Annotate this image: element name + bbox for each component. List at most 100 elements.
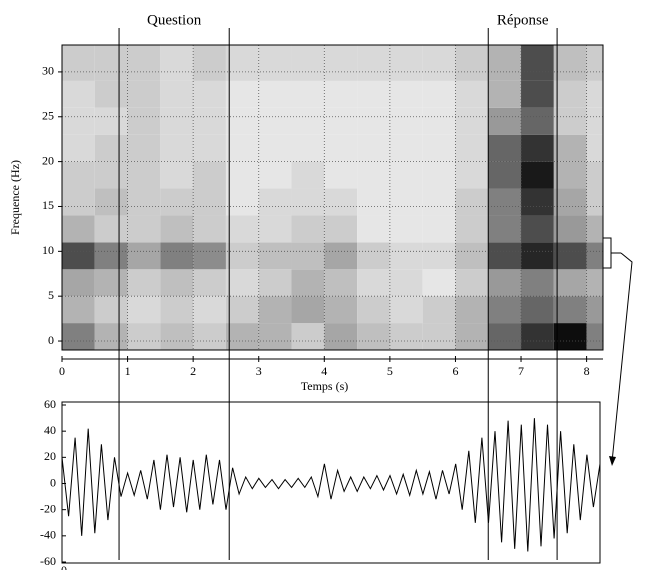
heat-cell [521,188,554,216]
heat-cell [193,242,226,270]
heat-cell [324,80,358,108]
y-tick-label: 20 [44,449,56,463]
heat-cell [291,296,325,324]
heat-cell [586,107,603,135]
heat-cell [389,80,423,108]
heat-cell [455,107,489,135]
heat-cell [291,161,325,189]
heat-cell [291,188,325,216]
heat-cell [160,269,194,297]
heat-cell [357,296,390,324]
heat-cell [553,242,587,270]
heat-cell [586,215,603,243]
heat-cell [586,242,603,270]
heat-cell [422,242,456,270]
x-tick-label: 1 [125,364,131,378]
x-tick-label: 7 [518,364,524,378]
heat-cell [193,161,226,189]
heat-cell [127,45,161,81]
y-tick-label: 10 [42,243,54,257]
heat-cell [127,161,161,189]
heat-cell [455,161,489,189]
y-tick-label: 40 [44,423,56,437]
heat-cell [422,161,456,189]
heat-cell [62,242,95,270]
heat-cell [389,107,423,135]
heat-cell [127,269,161,297]
heat-cell [94,215,128,243]
heat-cell [160,161,194,189]
heat-cell [455,296,489,324]
heat-cell [357,134,390,162]
heat-cell [62,215,95,243]
heat-cell [62,161,95,189]
heat-cell [357,161,390,189]
heat-cell [193,269,226,297]
heat-cell [455,80,489,108]
heat-cell [521,80,554,108]
heat-cell [488,269,522,297]
heat-cell [389,161,423,189]
heat-cell [225,45,259,81]
heat-cell [553,161,587,189]
arrow [611,252,633,463]
heat-cell [291,45,325,81]
heat-cell [94,45,128,81]
heat-cell [586,80,603,108]
heat-cell [160,45,194,81]
heat-cell [62,296,95,324]
heat-cell [389,323,423,350]
heat-cell [62,80,95,108]
heat-cell [488,323,522,350]
heat-cell [422,134,456,162]
annotation-label: Réponse [497,12,549,28]
heat-cell [62,269,95,297]
heat-cell [193,107,226,135]
heat-cell [225,161,259,189]
heat-cell [258,296,292,324]
heat-cell [127,134,161,162]
heat-cell [258,45,292,81]
heat-cell [521,323,554,350]
heat-cell [127,215,161,243]
heat-cell [160,188,194,216]
waveform [61,418,601,552]
heat-cell [422,188,456,216]
y-tick-label: -60 [40,554,56,568]
heat-cell [225,188,259,216]
y-tick-label: 60 [44,397,56,411]
heat-cell [160,134,194,162]
heat-cell [521,296,554,324]
heat-cell [291,107,325,135]
x-axis-title: Temps (s) [301,379,348,393]
heat-cell [357,215,390,243]
heat-cell [455,188,489,216]
x-tick-label: 8 [584,364,590,378]
y-axis-title: Frequence (Hz) [8,160,22,235]
x-tick-label: 5 [387,364,393,378]
x-tick-label: 0 [61,563,67,570]
x-tick-label: 3 [256,364,262,378]
heat-cell [94,296,128,324]
x-tick-label: 0 [59,364,65,378]
heat-cell [455,134,489,162]
heat-cell [553,215,587,243]
heat-cell [225,269,259,297]
heat-cell [455,242,489,270]
heat-cell [586,323,603,350]
heat-cell [422,80,456,108]
heat-cell [127,323,161,350]
heat-cell [422,323,456,350]
heat-cell [324,215,358,243]
heat-cell [357,188,390,216]
heat-cell [389,296,423,324]
heat-cell [291,134,325,162]
heat-cell [389,215,423,243]
y-tick-label: 25 [42,109,54,123]
heat-cell [521,134,554,162]
heat-cell [488,107,522,135]
heat-cell [389,134,423,162]
y-tick-label: 5 [48,288,54,302]
heat-cell [357,242,390,270]
